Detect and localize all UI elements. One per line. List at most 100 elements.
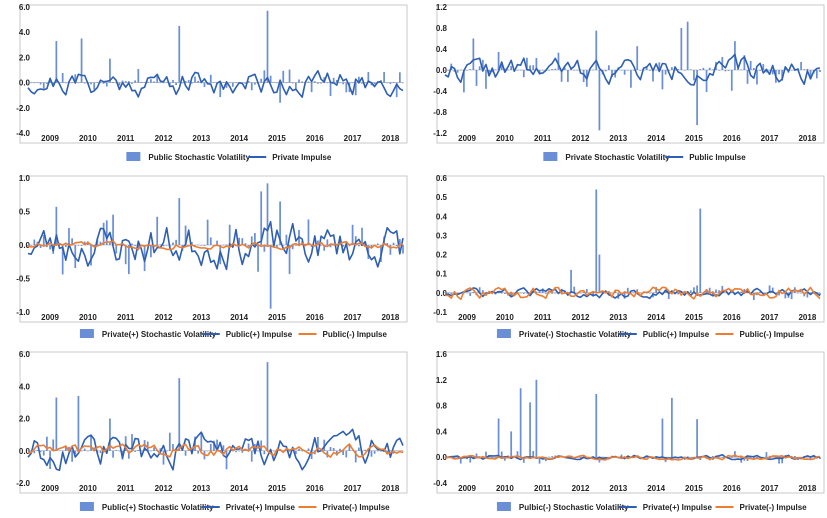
volatility-bar: [370, 450, 373, 457]
volatility-bar: [620, 70, 623, 71]
volatility-bar: [469, 457, 472, 463]
volatility-bar: [699, 208, 702, 293]
x-tick-label: 2011: [117, 313, 135, 322]
volatility-bar: [162, 82, 165, 84]
volatility-bar: [279, 450, 281, 452]
volatility-bar: [197, 450, 200, 454]
volatility-bar: [244, 82, 247, 84]
legend-label: Private(+) Stochastic Volatility: [102, 330, 217, 339]
volatility-bar: [200, 245, 203, 246]
volatility-bar: [667, 292, 670, 299]
volatility-bar: [235, 450, 237, 453]
x-tick-label: 2017: [344, 484, 362, 493]
x-tick-label: 2010: [79, 134, 97, 143]
x-tick-label: 2014: [647, 484, 665, 493]
volatility-bar: [159, 244, 162, 245]
volatility-bar: [671, 67, 673, 70]
volatility-bar: [68, 228, 70, 245]
volatility-bar: [718, 290, 721, 293]
y-tick-label: 0.8: [436, 402, 448, 411]
volatility-bar: [71, 450, 73, 462]
volatility-bar: [30, 245, 33, 246]
x-tick-label: 2015: [268, 484, 286, 493]
volatility-bar: [696, 419, 698, 458]
volatility-bar: [260, 440, 263, 451]
volatility-bar: [633, 292, 635, 294]
x-tick-label: 2009: [458, 484, 476, 493]
volatility-bar: [260, 191, 263, 245]
volatility-bar: [124, 245, 127, 265]
volatility-bar: [756, 70, 758, 85]
volatility-bar: [567, 70, 569, 82]
volatility-bar: [109, 418, 111, 451]
x-tick-label: 2013: [192, 484, 210, 493]
x-tick-label: 2012: [155, 313, 173, 322]
volatility-bar: [538, 457, 541, 464]
x-tick-label: 2013: [609, 313, 627, 322]
volatility-bar: [156, 73, 159, 83]
volatility-bar: [80, 245, 83, 246]
legend-swatch-bar: [79, 502, 94, 511]
volatility-bar: [301, 81, 304, 83]
volatility-bar: [507, 69, 509, 71]
volatility-bar: [693, 70, 695, 81]
volatility-bar: [623, 70, 626, 75]
volatility-bar: [93, 82, 96, 90]
volatility-bar: [392, 82, 395, 83]
volatility-bar: [61, 73, 64, 83]
volatility-bar: [46, 436, 48, 451]
volatility-bar: [90, 434, 92, 451]
volatility-bar: [80, 450, 83, 452]
y-tick-label: -0.8: [433, 108, 447, 117]
volatility-bar: [592, 69, 594, 71]
volatility-bar: [727, 292, 730, 294]
impulse-line-1: [27, 70, 404, 98]
volatility-bar: [313, 81, 316, 83]
volatility-bar: [576, 70, 579, 71]
volatility-bar: [216, 439, 218, 451]
volatility-bar: [351, 224, 354, 245]
volatility-bar: [143, 440, 146, 451]
volatility-bar: [693, 287, 695, 293]
volatility-bar: [743, 457, 746, 461]
volatility-bar: [241, 238, 244, 245]
volatility-bar: [288, 69, 291, 83]
y-tick-label: 1.0: [19, 174, 31, 183]
volatility-bar: [573, 286, 576, 293]
volatility-bar: [459, 69, 462, 71]
impulse-line-2: [27, 240, 404, 251]
volatility-bar: [244, 450, 247, 451]
volatility-bar: [49, 450, 51, 470]
volatility-bar: [510, 431, 513, 458]
panel-frame: [19, 4, 408, 144]
volatility-bar: [102, 222, 105, 245]
x-tick-label: 2010: [79, 484, 97, 493]
volatility-bar: [77, 82, 80, 84]
volatility-bar: [127, 245, 130, 275]
volatility-bar: [49, 245, 51, 250]
volatility-bar: [156, 216, 159, 245]
x-tick-label: 2016: [723, 313, 741, 322]
volatility-bar: [655, 457, 658, 459]
volatility-bar: [178, 25, 181, 83]
volatility-bar: [373, 82, 376, 85]
volatility-bar: [800, 62, 802, 70]
volatility-bar: [71, 82, 73, 84]
volatility-bar: [219, 450, 222, 451]
volatility-bar: [354, 82, 357, 96]
volatility-bar: [175, 82, 177, 85]
impulse-line-1: [27, 428, 404, 472]
volatility-bar: [257, 245, 259, 272]
chart-panel-3: 1.0 0.5 0.0 -0.5 -1.0 2009 2010 2011 2012 2013 201…: [16, 174, 408, 339]
volatility-bar: [105, 82, 108, 87]
x-tick-label: 2015: [268, 134, 286, 143]
x-tick-label: 2016: [306, 484, 324, 493]
volatility-bar: [639, 292, 642, 294]
volatility-bar: [522, 70, 525, 78]
y-tick-label: -1.0: [16, 308, 30, 317]
y-tick-label: 0.0: [436, 453, 448, 462]
volatility-bar: [231, 82, 234, 87]
volatility-bar: [317, 436, 319, 451]
volatility-bar: [310, 82, 313, 93]
volatility-bar: [402, 245, 404, 254]
